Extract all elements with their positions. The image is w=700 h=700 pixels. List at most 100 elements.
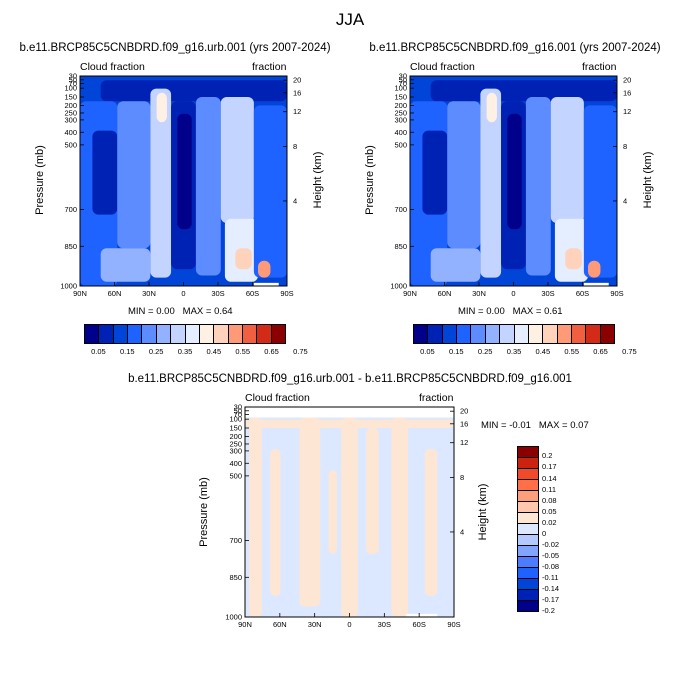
y-tick-label: 400 xyxy=(394,128,407,137)
y2-tick-label: 12 xyxy=(623,107,631,116)
y-tick-label: 70 xyxy=(234,410,242,419)
colorbar-label: -0.08 xyxy=(542,562,560,572)
colorbar-swatch xyxy=(500,325,515,343)
y-tick-label: 150 xyxy=(229,424,242,433)
x-tick-label: 30N xyxy=(472,289,486,298)
panel3-ylabel: Pressure (mb) xyxy=(198,477,210,547)
plot-area xyxy=(410,76,617,286)
y-tick-label: 30 xyxy=(69,72,77,81)
x-tick-label: 30S xyxy=(378,620,391,629)
colorbar-swatch xyxy=(428,325,443,343)
y-tick-label: 200 xyxy=(394,101,407,110)
colorbar-swatch xyxy=(214,325,229,343)
x-tick-label: 60N xyxy=(273,620,287,629)
y2-tick-label: 12 xyxy=(293,107,301,116)
colorbar-swatch xyxy=(142,325,157,343)
field-region xyxy=(299,417,321,607)
colorbar-label: 0.55 xyxy=(564,347,579,356)
field-region xyxy=(258,260,271,278)
colorbar-label: 0.05 xyxy=(420,347,435,356)
panel1-max-value: 0.64 xyxy=(214,306,233,317)
colorbar-swatch xyxy=(271,325,286,343)
panel1-right-label: fraction xyxy=(252,61,287,73)
colorbar-swatch xyxy=(557,325,572,343)
colorbar-label: 0.11 xyxy=(542,484,557,494)
y-tick-label: 50 xyxy=(234,406,242,415)
colorbar-label: -0.11 xyxy=(542,573,559,583)
field-region xyxy=(486,92,497,123)
y-tick-label: 300 xyxy=(394,115,407,124)
colorbar-swatch xyxy=(571,325,587,343)
panel3-right-label: fraction xyxy=(419,392,454,404)
field-region xyxy=(156,92,167,123)
y2-tick-label: 8 xyxy=(293,142,297,151)
field-region xyxy=(220,97,254,223)
y-tick-label: 100 xyxy=(229,415,242,424)
y-tick-label: 700 xyxy=(229,536,242,545)
colorbar-label: 0.15 xyxy=(119,347,135,356)
field-region xyxy=(565,248,582,270)
colorbar-label: 0.55 xyxy=(235,347,250,356)
field-region xyxy=(550,97,584,223)
colorbar-label: 0.35 xyxy=(506,347,522,356)
x-tick-label: 0 xyxy=(347,620,351,629)
colorbar-swatch xyxy=(128,325,143,343)
panel1-min-value: 0.00 xyxy=(156,306,175,317)
panel3-max-label: MAX = xyxy=(538,420,568,431)
y-tick-label: 100 xyxy=(64,84,77,93)
colorbar-label: 0.17 xyxy=(542,462,557,472)
colorbar-label: -0.02 xyxy=(542,539,560,549)
colorbar-label: 0.08 xyxy=(542,495,557,505)
colorbar-swatch xyxy=(518,502,538,513)
colorbar-swatch xyxy=(171,325,186,343)
field-region xyxy=(447,101,481,249)
panel1-colorbar-labels: 0.05 0.15 0.25 0.35 0.45 0.55 0.65 0.75 xyxy=(84,347,308,359)
panel3-min-label: MIN = xyxy=(481,420,507,431)
colorbar-label: -0.2 xyxy=(542,606,555,616)
colorbar-swatch xyxy=(85,325,100,343)
panel2-minmax: MIN = 0.00 MAX = 0.61 xyxy=(458,306,563,317)
panel3-minmax: MIN = -0.01 MAX = 0.07 xyxy=(481,420,589,431)
panel2-min-value: 0.00 xyxy=(486,306,505,317)
field-region xyxy=(150,88,172,278)
missing-data-region xyxy=(245,407,454,418)
colorbar-label: -0.14 xyxy=(542,584,560,594)
x-tick-label: 0 xyxy=(181,289,185,298)
y2-tick-label: 4 xyxy=(623,196,627,205)
colorbar-label: 0.15 xyxy=(448,347,464,356)
colorbar-label: -0.05 xyxy=(542,550,560,560)
y-tick-label: 400 xyxy=(229,459,242,468)
x-tick-label: 90N xyxy=(403,289,417,298)
x-tick-label: 30S xyxy=(541,289,554,298)
colorbar-swatch xyxy=(156,325,172,343)
field-region xyxy=(245,419,454,428)
y2-tick-label: 12 xyxy=(460,438,468,447)
colorbar-swatch xyxy=(518,491,538,502)
panel2-title: b.e11.BRCP85C5CNBDRD.f09_g16.001 (yrs 20… xyxy=(369,42,661,54)
field-region xyxy=(583,105,617,278)
colorbar-label: 0.25 xyxy=(477,347,493,356)
field-region xyxy=(177,113,192,230)
colorbar-label: 0.65 xyxy=(264,347,279,356)
field-region xyxy=(100,80,287,102)
colorbar-label: 0.45 xyxy=(535,347,551,356)
panel2-left-label: Cloud fraction xyxy=(410,61,475,73)
panel1-title: b.e11.BRCP85C5CNBDRD.f09_g16.urb.001 (yr… xyxy=(19,42,331,54)
colorbar-label: 0.75 xyxy=(622,347,637,356)
panel2-max-label: MAX = xyxy=(512,306,542,317)
y-tick-label: 150 xyxy=(64,93,77,102)
colorbar-swatch xyxy=(518,469,538,480)
y-tick-label: 100 xyxy=(394,84,407,93)
panel1-colorbar xyxy=(84,324,286,344)
y-tick-label: 300 xyxy=(229,446,242,455)
colorbar-label: 0.35 xyxy=(177,347,193,356)
panel3-max-value: 0.07 xyxy=(570,420,589,431)
y-tick-label: 30 xyxy=(234,403,242,412)
y-tick-label: 400 xyxy=(64,128,77,137)
field-region xyxy=(117,101,151,249)
colorbar-swatch xyxy=(485,325,501,343)
x-tick-label: 60S xyxy=(246,289,259,298)
y-tick-label: 850 xyxy=(64,242,77,251)
y-tick-label: 500 xyxy=(229,471,242,480)
